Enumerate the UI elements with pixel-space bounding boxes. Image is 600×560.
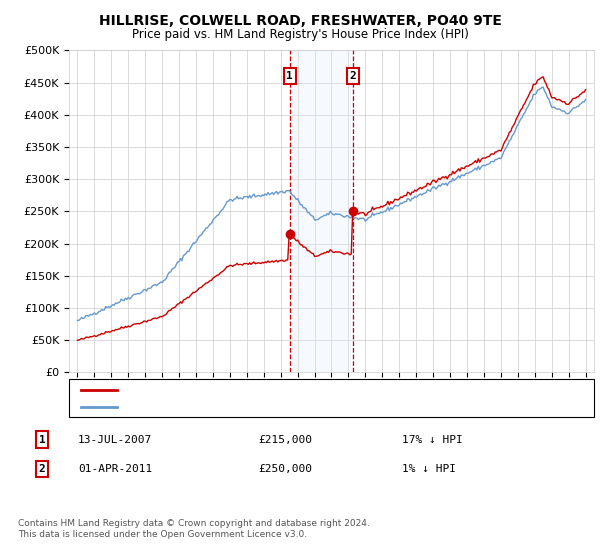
Text: Price paid vs. HM Land Registry's House Price Index (HPI): Price paid vs. HM Land Registry's House …	[131, 28, 469, 41]
Text: 2: 2	[349, 71, 356, 81]
Text: £215,000: £215,000	[258, 435, 312, 445]
Text: 1% ↓ HPI: 1% ↓ HPI	[402, 464, 456, 474]
Text: 2: 2	[38, 464, 46, 474]
Text: 17% ↓ HPI: 17% ↓ HPI	[402, 435, 463, 445]
Text: Contains HM Land Registry data © Crown copyright and database right 2024.
This d: Contains HM Land Registry data © Crown c…	[18, 520, 370, 539]
Bar	[290, 50, 353, 372]
Text: HILLRISE, COLWELL ROAD, FRESHWATER, PO40 9TE (detached house): HILLRISE, COLWELL ROAD, FRESHWATER, PO40…	[123, 385, 485, 395]
Text: HILLRISE, COLWELL ROAD, FRESHWATER, PO40 9TE: HILLRISE, COLWELL ROAD, FRESHWATER, PO40…	[98, 14, 502, 28]
Text: 1: 1	[286, 71, 293, 81]
Text: 1: 1	[38, 435, 46, 445]
Text: 13-JUL-2007: 13-JUL-2007	[78, 435, 152, 445]
Text: 01-APR-2011: 01-APR-2011	[78, 464, 152, 474]
Text: HPI: Average price, detached house, Isle of Wight: HPI: Average price, detached house, Isle…	[123, 402, 381, 412]
Text: £250,000: £250,000	[258, 464, 312, 474]
